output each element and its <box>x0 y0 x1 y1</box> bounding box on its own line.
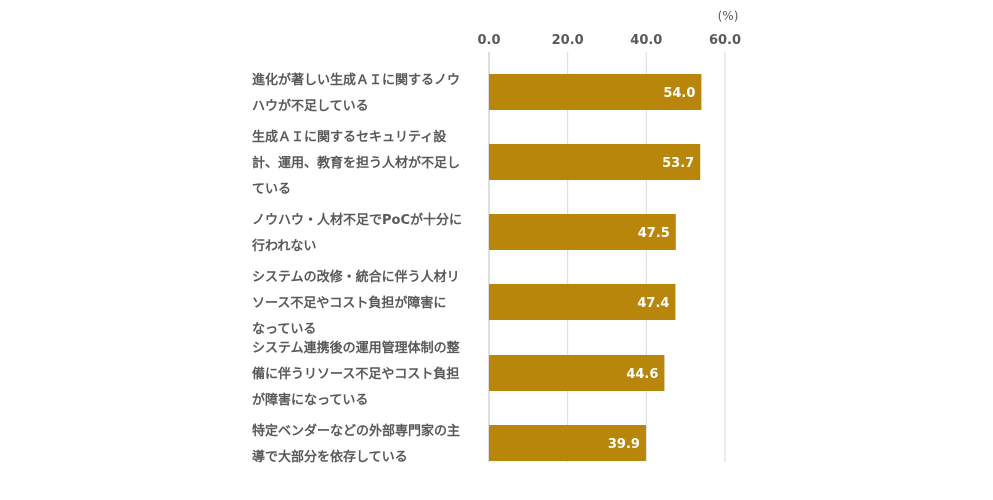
category-label: システム連携後の運用管理体制の整備に伴うリソース不足やコスト負担が障害になってい… <box>252 340 461 408</box>
x-tick-label: 20.0 <box>552 33 584 48</box>
bar <box>489 74 702 110</box>
bar <box>489 144 701 180</box>
x-tick-label: 60.0 <box>709 33 741 48</box>
x-tick-label: 0.0 <box>477 33 500 48</box>
x-tick-label: 40.0 <box>630 33 662 48</box>
bars: 54.0 53.7 47.5 47.4 44.6 39.9 <box>489 74 702 461</box>
bar <box>489 214 676 250</box>
data-label: 44.6 <box>626 367 658 382</box>
data-label: 39.9 <box>608 437 640 452</box>
category-label: 生成ＡＩに関するセキュリティ設計、運用、教育を担う人材が不足している <box>252 129 460 197</box>
bar <box>489 284 676 320</box>
data-label: 47.4 <box>637 296 669 311</box>
unit-label: (%) <box>718 9 739 23</box>
bar <box>489 355 665 391</box>
axis-ticks: 0.0 20.0 40.0 60.0 <box>477 33 741 48</box>
data-label: 54.0 <box>663 86 695 101</box>
bar <box>489 425 646 461</box>
category-label: ノウハウ・人材不足でPoCが十分に行われない <box>251 212 462 254</box>
data-label: 47.5 <box>638 226 670 241</box>
category-label: 進化が著しい生成ＡＩに関するノウハウが不足している <box>252 72 460 114</box>
category-label: システムの改修・統合に伴う人材リソース不足やコスト負担が障害になっている <box>252 269 460 337</box>
gridlines <box>488 52 726 462</box>
category-labels: 進化が著しい生成ＡＩに関するノウハウが不足している生成ＡＩに関するセキュリティ設… <box>251 72 462 465</box>
data-label: 53.7 <box>662 156 694 171</box>
category-label: 特定ベンダーなどの外部専門家の主導で大部分を依存している <box>252 423 460 465</box>
